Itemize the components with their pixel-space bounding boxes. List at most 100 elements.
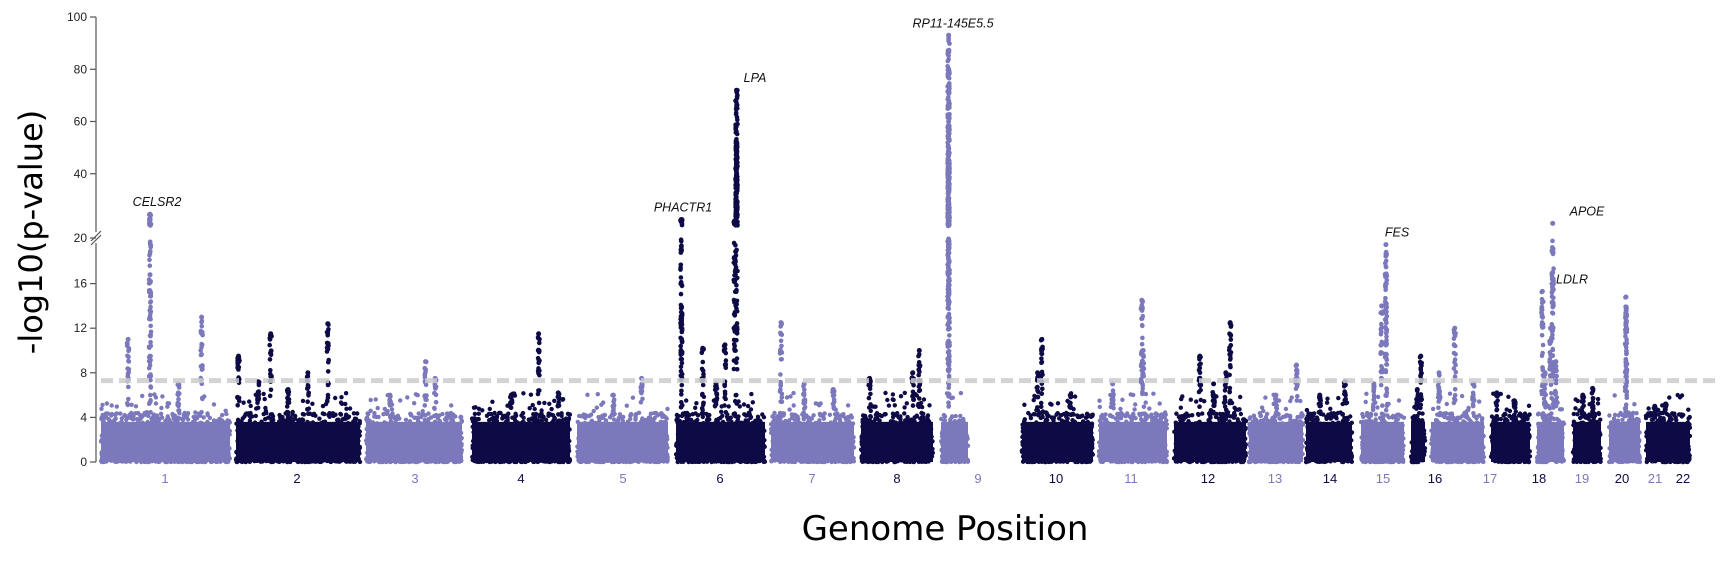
peak-point-chr4 xyxy=(537,340,542,346)
point-chr2 xyxy=(263,405,268,411)
point-chr1 xyxy=(180,417,186,422)
peak-point-chr4 xyxy=(556,394,561,400)
point-chr3 xyxy=(398,398,403,403)
point-chr2 xyxy=(333,395,338,401)
point-chr5 xyxy=(583,413,588,418)
point-chr5 xyxy=(630,395,636,400)
peak-point-chr2 xyxy=(305,399,311,405)
point-chr1 xyxy=(185,411,190,417)
point-chr2 xyxy=(236,417,241,423)
peak-point-chr1 xyxy=(147,333,153,339)
point-chr5 xyxy=(628,416,633,422)
point-chr3 xyxy=(458,415,463,420)
peak-point-chr2 xyxy=(267,393,273,399)
point-chr5 xyxy=(591,408,596,414)
peak-top-chr3 xyxy=(423,359,428,365)
point-chr1 xyxy=(104,401,110,406)
point-chr1 xyxy=(170,411,175,417)
point-chr1 xyxy=(223,408,228,413)
peak-top-chr2 xyxy=(285,387,291,392)
point-chr1 xyxy=(198,413,203,418)
point-chr4 xyxy=(537,412,542,418)
point-chr2 xyxy=(335,417,340,423)
point-chr2 xyxy=(327,411,332,416)
peak-point-chr1 xyxy=(126,359,132,364)
peak-point-chr1 xyxy=(147,218,153,224)
peak-top-chr2 xyxy=(305,370,311,376)
point-chr3 xyxy=(426,416,431,422)
peak-point-chr2 xyxy=(324,349,330,354)
point-chr4 xyxy=(528,392,534,397)
point-chr2 xyxy=(262,396,267,402)
peak-point-chr6 xyxy=(700,382,706,388)
point-chr2 xyxy=(343,391,349,396)
peak-top-chr1 xyxy=(147,211,153,217)
point-chr1 xyxy=(151,417,156,423)
point-chr2 xyxy=(290,409,295,415)
point-chr3 xyxy=(449,403,454,408)
point-chr4 xyxy=(552,398,557,403)
peak-top-chr5 xyxy=(610,392,616,398)
peak-top-chr2 xyxy=(325,321,331,327)
point-chr2 xyxy=(339,395,344,400)
peak-top-chr1 xyxy=(147,272,153,278)
point-chr3 xyxy=(437,413,442,418)
point-chr6 xyxy=(695,413,701,418)
peak-point-chr3 xyxy=(433,399,439,405)
point-chr4 xyxy=(552,415,557,421)
point-chr1 xyxy=(100,402,105,408)
point-band-chr6 xyxy=(676,421,765,462)
peak-top-chr1 xyxy=(199,314,205,320)
point-chr2 xyxy=(300,411,306,417)
peak-point-chr3 xyxy=(422,365,428,371)
peak-point-chr1 xyxy=(148,392,153,398)
point-chr2 xyxy=(300,398,306,404)
point-chr1 xyxy=(114,404,120,409)
point-chr4 xyxy=(520,410,526,416)
point-chr2 xyxy=(351,411,357,416)
point-chr2 xyxy=(247,399,252,404)
point-chr1 xyxy=(137,417,142,422)
point-chr3 xyxy=(389,407,395,412)
peak-point-chr6 xyxy=(734,153,740,159)
peak-point-chr1 xyxy=(148,300,153,305)
peak-point-chr3 xyxy=(422,393,428,398)
point-chr1 xyxy=(211,402,217,407)
peak-point-chr1 xyxy=(176,408,182,413)
peak-point-chr1 xyxy=(148,223,153,228)
point-chr2 xyxy=(344,406,349,411)
point-chr1 xyxy=(142,410,147,416)
peak-point-chr1 xyxy=(147,345,152,351)
peak-point-chr5 xyxy=(639,389,645,394)
peak-point-chr1 xyxy=(199,409,204,415)
point-chr5 xyxy=(633,413,638,418)
peak-top-chr4 xyxy=(555,390,561,396)
peak-top-chr4 xyxy=(536,331,542,337)
peak-point-chr1 xyxy=(147,280,153,286)
peak-top-chr4 xyxy=(508,392,514,398)
point-chr4 xyxy=(527,418,532,423)
point-chr2 xyxy=(310,401,315,406)
point-chr4 xyxy=(549,412,554,417)
point-chr6 xyxy=(690,412,695,417)
peak-point-chr6 xyxy=(734,115,740,120)
point-chr1 xyxy=(216,418,222,423)
peak-point-chr1 xyxy=(146,365,152,371)
peak-point-chr1 xyxy=(147,400,153,405)
peak-point-chr6 xyxy=(701,400,706,406)
peak-point-chr3 xyxy=(432,405,437,411)
point-chr4 xyxy=(476,406,482,411)
peak-point-chr4 xyxy=(556,400,561,405)
peak-point-chr1 xyxy=(125,402,131,408)
peak-point-chr1 xyxy=(199,324,205,329)
peak-point-chr1 xyxy=(175,390,181,396)
peak-point-chr6 xyxy=(734,100,739,105)
point-chr1 xyxy=(193,410,198,415)
point-chr5 xyxy=(659,411,664,416)
point-chr1 xyxy=(133,404,139,409)
peak-point-chr1 xyxy=(148,323,153,329)
point-chr3 xyxy=(397,416,402,421)
point-chr1 xyxy=(118,411,123,416)
peak-point-chr3 xyxy=(422,403,428,408)
